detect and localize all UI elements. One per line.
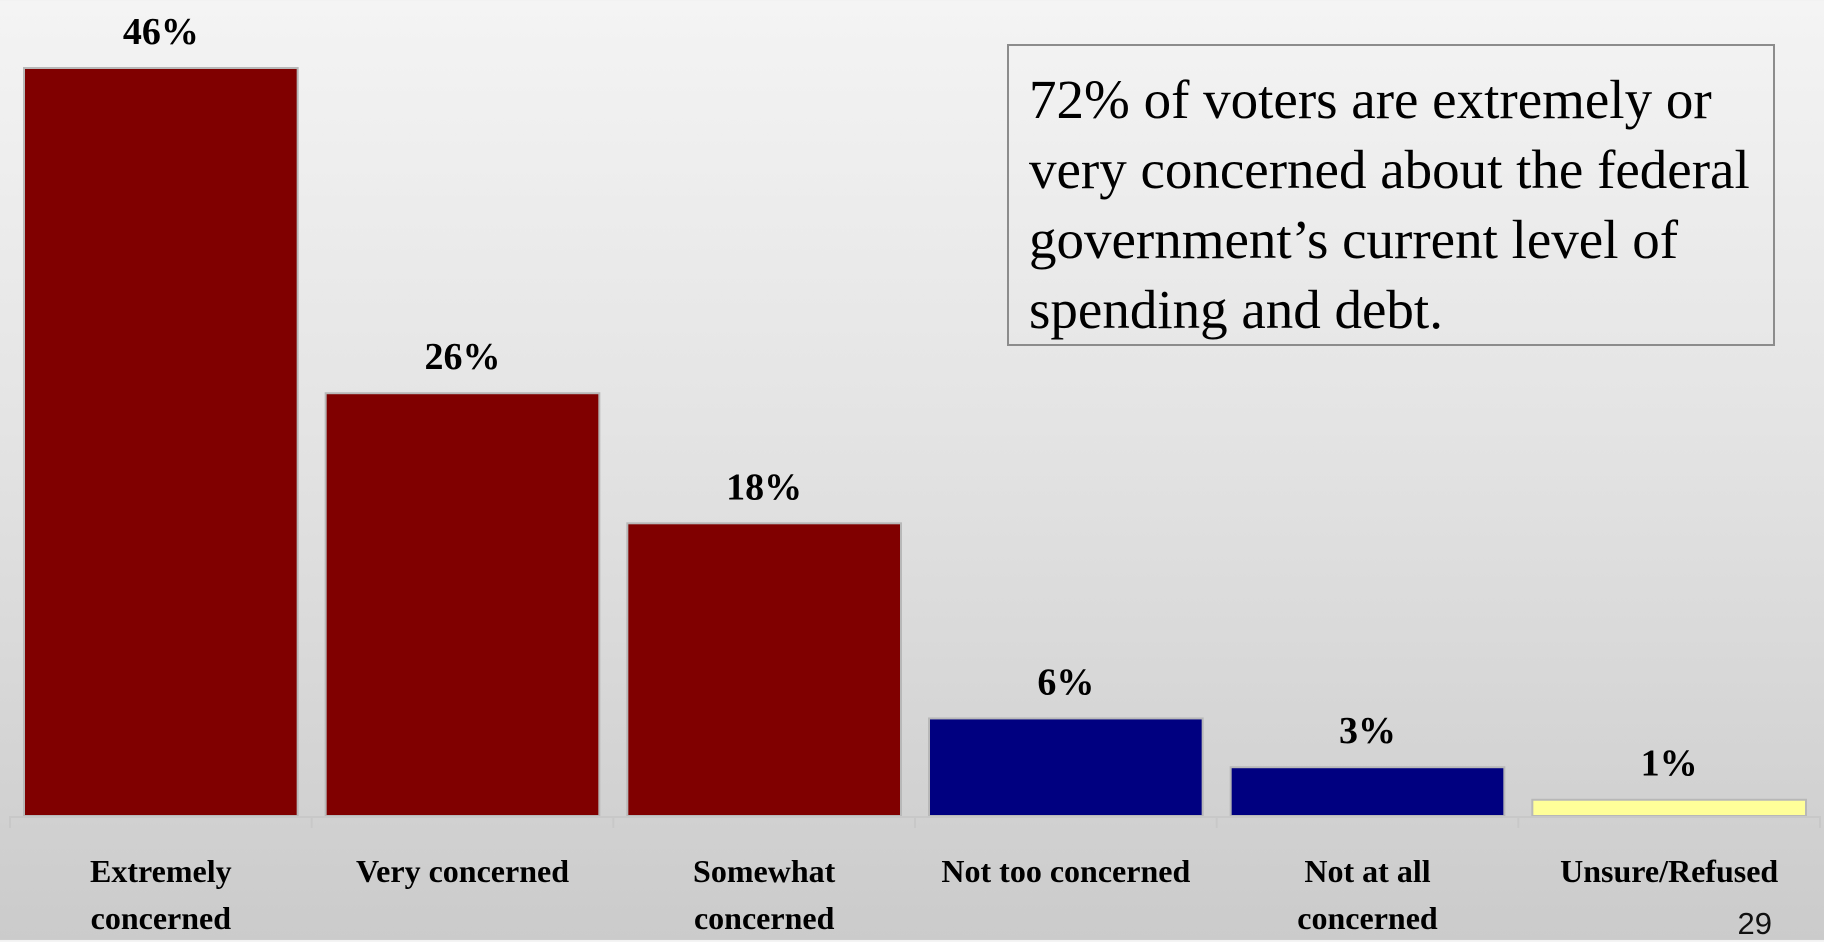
callout-box: 72% of voters are extremely or very conc… bbox=[1007, 44, 1775, 346]
x-tick-label-3: Somewhat concerned bbox=[693, 853, 836, 936]
bar-1 bbox=[23, 67, 299, 817]
bar-6 bbox=[1531, 798, 1808, 818]
bar-5 bbox=[1229, 766, 1506, 818]
bar-2 bbox=[324, 392, 601, 817]
page-number: 29 bbox=[1737, 906, 1772, 941]
data-label-5: 3% bbox=[1339, 710, 1396, 752]
data-label-2: 26% bbox=[425, 336, 501, 378]
x-tick-label-1: Extremely concerned bbox=[90, 853, 232, 936]
bars-group bbox=[23, 67, 1808, 818]
data-label-4: 6% bbox=[1037, 661, 1094, 703]
bar-4 bbox=[928, 717, 1204, 817]
x-axis bbox=[9, 816, 1821, 828]
data-label-1: 46% bbox=[123, 11, 199, 53]
bar-3 bbox=[626, 522, 902, 817]
data-label-3: 18% bbox=[726, 466, 802, 508]
x-tick-label-6: Unsure/Refused bbox=[1560, 853, 1778, 889]
x-tick-label-4: Not too concerned bbox=[941, 853, 1190, 889]
x-tick-label-2: Very concerned bbox=[356, 853, 569, 889]
x-tick-label-5: Not at all concerned bbox=[1297, 853, 1438, 936]
callout-text: 72% of voters are extremely or very conc… bbox=[1029, 69, 1750, 340]
data-labels-group: 46% 26% 18% 6% 3% 1% bbox=[123, 11, 1698, 785]
data-label-6: 1% bbox=[1641, 743, 1698, 785]
x-tick-labels-group: Extremely concerned Very concerned Somewhat… bbox=[90, 853, 1778, 936]
